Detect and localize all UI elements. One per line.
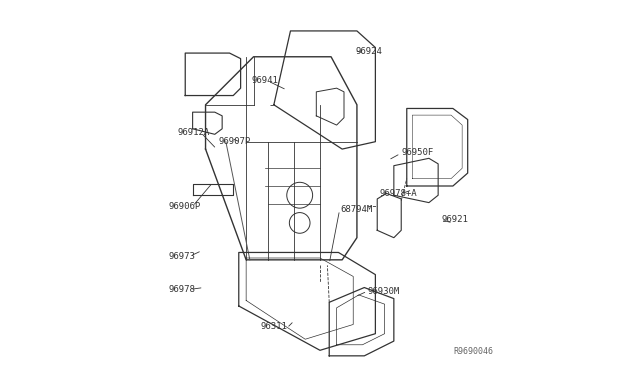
Text: 96912A: 96912A [178,128,210,137]
Text: 96930M: 96930M [368,287,400,296]
Text: 96311: 96311 [260,322,287,331]
Text: 96978+A: 96978+A [379,189,417,198]
Text: 96921: 96921 [442,215,468,224]
Text: 68794M: 68794M [340,205,372,215]
Text: 96973: 96973 [168,251,195,261]
Text: 96941: 96941 [252,76,278,85]
Text: 96906P: 96906P [168,202,201,211]
Text: R9690046: R9690046 [454,347,493,356]
Text: 96950F: 96950F [401,148,433,157]
Text: 96978: 96978 [168,285,195,294]
Text: 96924: 96924 [355,47,382,56]
Text: 96907P: 96907P [218,137,251,146]
